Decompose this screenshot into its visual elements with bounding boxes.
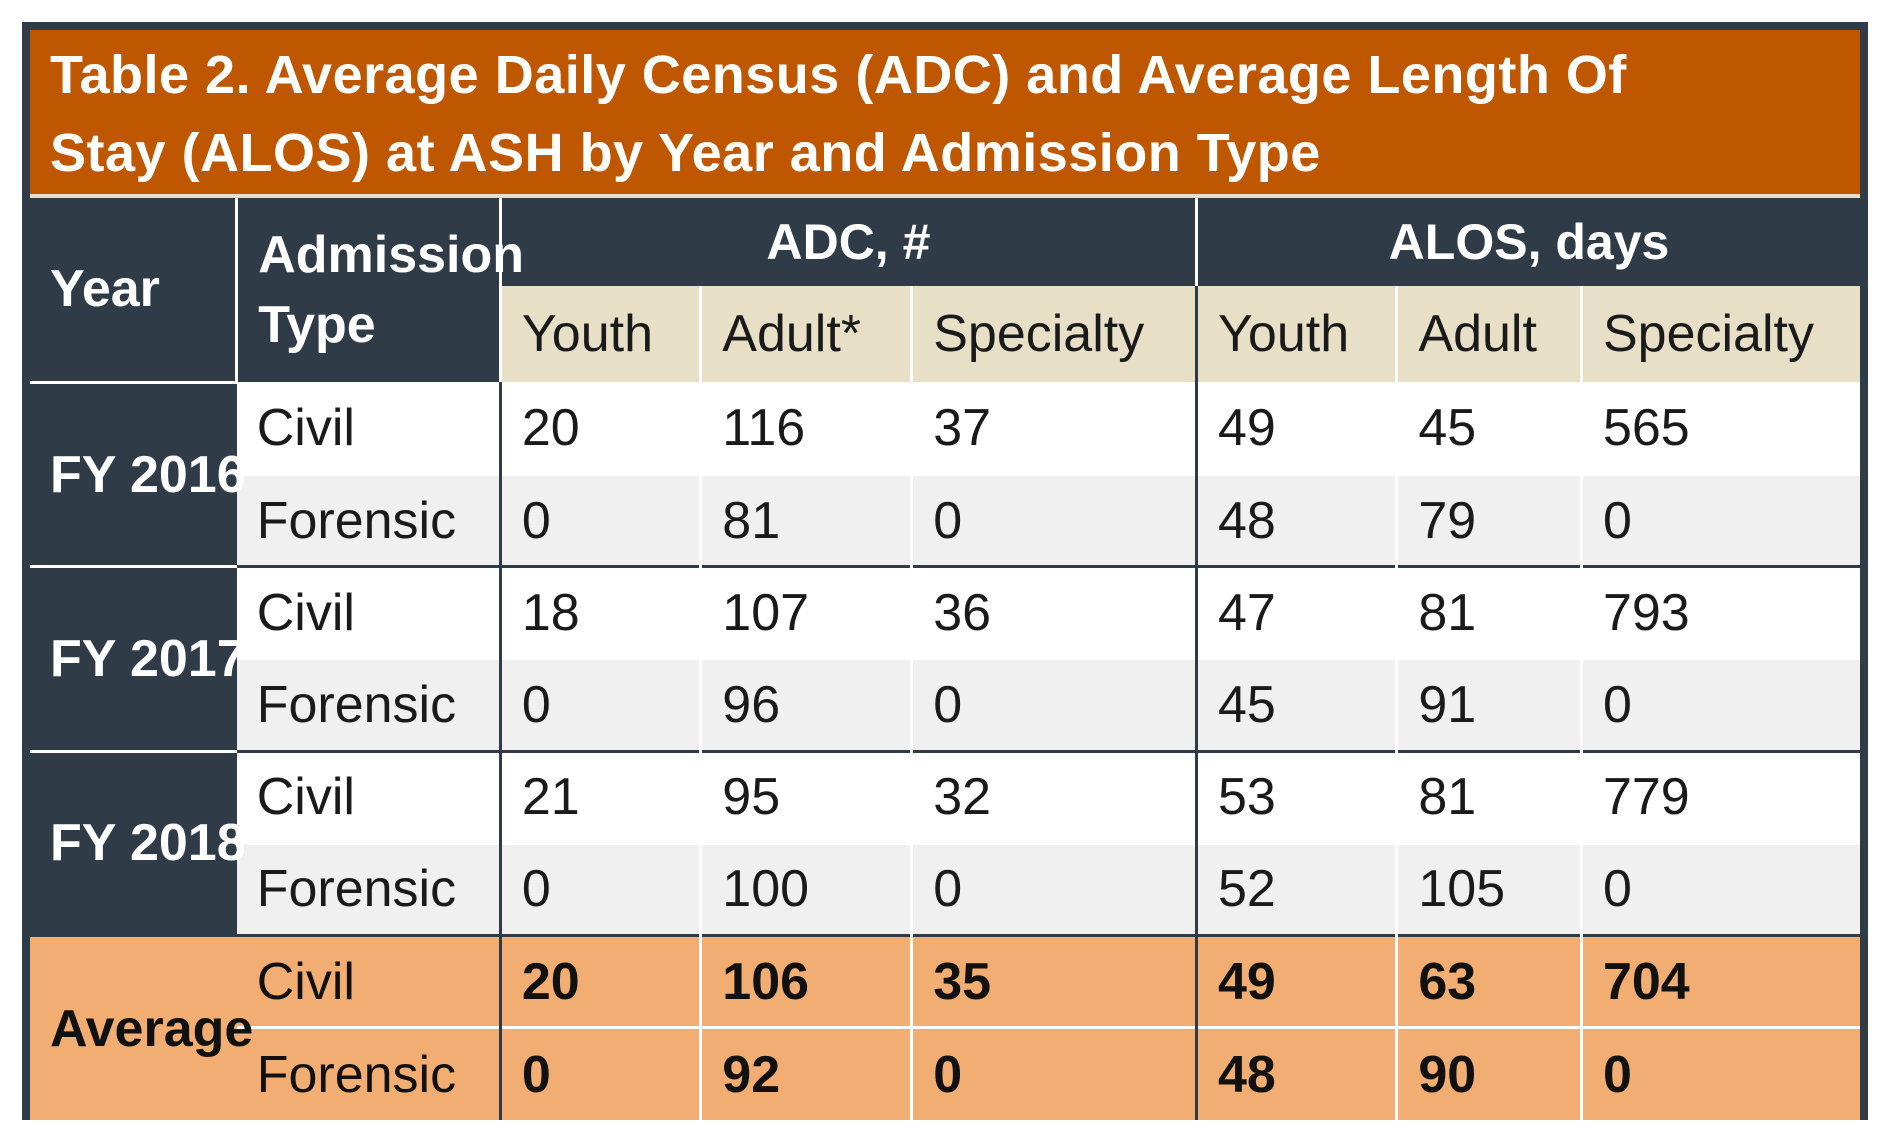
alos-adult-cell: 105 bbox=[1395, 841, 1582, 936]
adc-youth-cell: 0 bbox=[498, 657, 701, 752]
adc-adult-cell: 116 bbox=[699, 382, 912, 475]
adc-specialty-cell: 32 bbox=[910, 749, 1197, 844]
header-adc-specialty: Specialty bbox=[910, 286, 1197, 383]
admission-cell: Forensic bbox=[236, 1026, 501, 1120]
alos-adult-cell: 45 bbox=[1395, 382, 1582, 475]
alos-specialty-cell: 704 bbox=[1579, 934, 1860, 1028]
alos-specialty-cell: 0 bbox=[1579, 1026, 1860, 1120]
alos-specialty-cell: 0 bbox=[1579, 473, 1860, 567]
adc-adult-cell: 107 bbox=[699, 565, 912, 659]
adc-youth-cell: 18 bbox=[498, 565, 701, 659]
alos-youth-cell: 49 bbox=[1194, 382, 1397, 475]
header-row-groups: Year Admission Type ADC, # ALOS, days bbox=[30, 198, 1860, 383]
table-row: Forensic 0 100 0 52 105 0 bbox=[30, 841, 1860, 936]
adc-specialty-cell: 0 bbox=[910, 473, 1197, 567]
alos-youth-cell: 47 bbox=[1194, 565, 1397, 659]
header-year: Year bbox=[30, 198, 237, 383]
admission-cell: Forensic bbox=[236, 841, 501, 936]
header-admission-type: Admission Type bbox=[235, 198, 525, 383]
adc-youth-cell: 0 bbox=[498, 841, 701, 936]
header-alos-adult: Adult bbox=[1395, 286, 1582, 383]
adc-adult-cell: 92 bbox=[699, 1026, 912, 1120]
table-title-line2: Stay (ALOS) at ASH by Year and Admission… bbox=[50, 123, 1321, 183]
admission-cell: Civil bbox=[236, 934, 501, 1028]
header-admission-line2: Type bbox=[258, 296, 376, 355]
alos-adult-cell: 91 bbox=[1395, 657, 1582, 752]
admission-cell: Civil bbox=[236, 382, 501, 475]
admission-cell: Civil bbox=[236, 749, 501, 844]
header-alos-specialty: Specialty bbox=[1579, 286, 1860, 383]
adc-specialty-cell: 0 bbox=[910, 841, 1197, 936]
table-row: FY 2017 Civil 18 107 36 47 81 793 bbox=[30, 565, 1860, 752]
adc-specialty-cell: 37 bbox=[910, 382, 1197, 475]
header-row-subcolumns: Youth Adult* Specialty Youth Adult Speci… bbox=[30, 286, 1860, 383]
alos-adult-cell: 81 bbox=[1395, 749, 1582, 844]
adc-specialty-cell: 0 bbox=[910, 657, 1197, 752]
adc-youth-cell: 0 bbox=[498, 473, 701, 567]
adc-youth-cell: 0 bbox=[498, 1026, 701, 1120]
alos-specialty-cell: 779 bbox=[1579, 749, 1860, 844]
header-admission-line1: Admission bbox=[258, 226, 525, 285]
adc-youth-cell: 20 bbox=[498, 382, 701, 475]
adc-specialty-cell: 35 bbox=[910, 934, 1197, 1028]
average-row: Average Civil 20 106 35 49 63 704 bbox=[30, 934, 1860, 1120]
table-row: FY 2016 Civil 20 116 37 49 45 565 bbox=[30, 380, 1860, 567]
alos-specialty-cell: 793 bbox=[1579, 565, 1860, 659]
admission-cell: Civil bbox=[236, 565, 501, 659]
year-cell: FY 2016 bbox=[30, 380, 246, 567]
alos-youth-cell: 49 bbox=[1194, 934, 1397, 1028]
alos-adult-cell: 90 bbox=[1395, 1026, 1582, 1120]
adc-adult-cell: 100 bbox=[699, 841, 912, 936]
alos-adult-cell: 79 bbox=[1395, 473, 1582, 567]
average-label-cell: Average bbox=[30, 934, 253, 1120]
alos-youth-cell: 52 bbox=[1194, 841, 1397, 936]
alos-adult-cell: 81 bbox=[1395, 565, 1582, 659]
title-divider bbox=[30, 194, 1860, 198]
alos-youth-cell: 45 bbox=[1194, 657, 1397, 752]
adc-specialty-cell: 0 bbox=[910, 1026, 1197, 1120]
adc-adult-cell: 95 bbox=[699, 749, 912, 844]
alos-specialty-cell: 565 bbox=[1579, 382, 1860, 475]
average-row: Forensic 0 92 0 48 90 0 bbox=[30, 1026, 1860, 1120]
alos-specialty-cell: 0 bbox=[1579, 657, 1860, 752]
header-adc-youth: Youth bbox=[498, 286, 701, 383]
table-title-line1: Table 2. Average Daily Census (ADC) and … bbox=[50, 45, 1627, 105]
header-adc-adult: Adult* bbox=[699, 286, 912, 383]
header-adc-group: ADC, # bbox=[498, 198, 1197, 287]
alos-specialty-cell: 0 bbox=[1579, 841, 1860, 936]
year-cell: FY 2018 bbox=[30, 749, 246, 936]
alos-youth-cell: 53 bbox=[1194, 749, 1397, 844]
table-row: FY 2018 Civil 21 95 32 53 81 779 bbox=[30, 749, 1860, 936]
alos-adult-cell: 63 bbox=[1395, 934, 1582, 1028]
adc-specialty-cell: 36 bbox=[910, 565, 1197, 659]
header-alos-youth: Youth bbox=[1194, 286, 1397, 383]
alos-youth-cell: 48 bbox=[1194, 1026, 1397, 1120]
census-table: Year Admission Type ADC, # ALOS, days Yo… bbox=[30, 198, 1860, 1120]
year-cell: FY 2017 bbox=[30, 565, 246, 752]
table-row: Forensic 0 81 0 48 79 0 bbox=[30, 473, 1860, 567]
admission-cell: Forensic bbox=[236, 473, 501, 567]
adc-adult-cell: 106 bbox=[699, 934, 912, 1028]
table-title: Table 2. Average Daily Census (ADC) and … bbox=[30, 30, 1860, 194]
alos-youth-cell: 48 bbox=[1194, 473, 1397, 567]
adc-adult-cell: 96 bbox=[699, 657, 912, 752]
adc-adult-cell: 81 bbox=[699, 473, 912, 567]
admission-cell: Forensic bbox=[236, 657, 501, 752]
adc-youth-cell: 21 bbox=[498, 749, 701, 844]
adc-youth-cell: 20 bbox=[498, 934, 701, 1028]
header-alos-group: ALOS, days bbox=[1195, 198, 1860, 287]
table-row: Forensic 0 96 0 45 91 0 bbox=[30, 657, 1860, 752]
